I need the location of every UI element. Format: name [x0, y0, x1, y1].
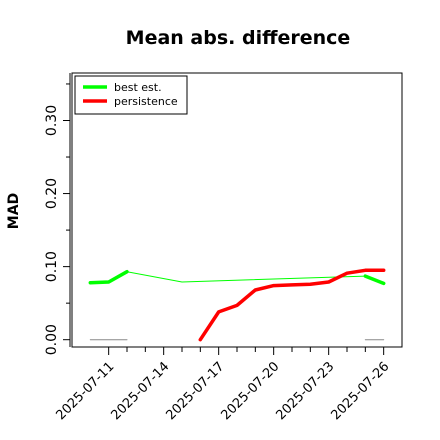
x-tick-label: 2025-07-17 [163, 359, 227, 423]
series-line-best-est- [126, 271, 366, 283]
chart-title: Mean abs. difference [126, 27, 351, 49]
x-tick-label: 2025-07-20 [218, 359, 282, 423]
series-line-persistence [198, 268, 386, 342]
legend-label: best est. [114, 81, 162, 94]
legend-box [74, 75, 188, 115]
x-tick-label: 2025-07-14 [108, 359, 172, 423]
y-tick-label: 0.10 [44, 251, 60, 282]
y-tick-label: 0.20 [44, 178, 60, 209]
series-line-best-est- [363, 274, 386, 286]
x-tick-label: 2025-07-23 [273, 359, 337, 423]
y-tick-label: 0.30 [44, 105, 60, 136]
legend: best est.persistence [74, 75, 188, 115]
y-axis-label: MAD [6, 193, 22, 229]
plot-area: 0.000.100.200.302025-07-112025-07-142025… [44, 72, 403, 423]
legend-label: persistence [114, 95, 178, 108]
x-tick-label: 2025-07-26 [328, 359, 392, 423]
x-tick-label: 2025-07-11 [53, 359, 117, 423]
series-line-best-est- [88, 269, 129, 285]
y-tick-label: 0.00 [44, 324, 60, 355]
